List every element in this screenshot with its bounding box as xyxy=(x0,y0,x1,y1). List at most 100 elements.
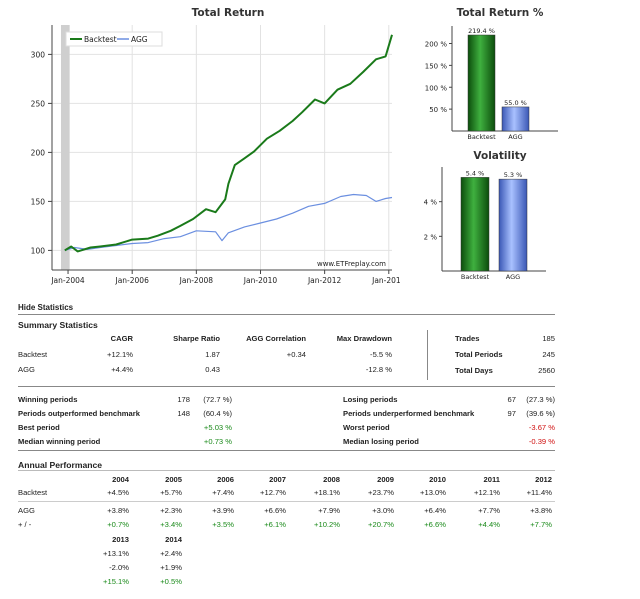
agg-value: +1.9% xyxy=(160,563,182,572)
period-label: Median winning period xyxy=(18,437,101,446)
chart-title: Total Return % xyxy=(457,7,544,19)
diff-value: +10.2% xyxy=(314,520,340,529)
bar-value-label: 55.0 % xyxy=(504,99,527,107)
period-pct: -0.39 % xyxy=(528,437,555,446)
x-tick-label: Jan-2004 xyxy=(50,276,85,285)
total-periods-label: Total Periods xyxy=(455,350,503,359)
row-label: AGG xyxy=(18,506,35,515)
bar-value-label: 5.4 % xyxy=(466,169,485,177)
year-header: 2008 xyxy=(323,475,340,484)
x-tick-label: Jan-2006 xyxy=(115,276,150,285)
backtest-value: +13.0% xyxy=(420,488,446,497)
period-count: 148 xyxy=(177,409,190,418)
agg-value: +7.9% xyxy=(318,506,340,515)
x-tick-label: Jan-2008 xyxy=(179,276,214,285)
cagr-value: +4.4% xyxy=(111,365,133,374)
diff-value: +3.5% xyxy=(212,520,234,529)
total-periods-value: 245 xyxy=(542,350,555,359)
year-header: 2010 xyxy=(429,475,446,484)
period-label: Periods underperformed benchmark xyxy=(343,409,475,418)
period-label: Median losing period xyxy=(343,437,419,446)
watermark: www.ETFreplay.com xyxy=(317,260,386,268)
period-count: 67 xyxy=(507,395,516,404)
legend-box xyxy=(65,31,163,47)
backtest-value: +13.1% xyxy=(103,549,129,558)
agg-value: +3.9% xyxy=(212,506,234,515)
period-pct: (39.6 %) xyxy=(526,409,555,418)
period-count: 178 xyxy=(177,395,190,404)
row-label: Backtest xyxy=(18,488,48,497)
y-tick-label: 100 xyxy=(31,246,46,255)
chart-title: Total Return xyxy=(192,7,265,19)
year-header: 2014 xyxy=(165,535,182,544)
year-header: 2009 xyxy=(377,475,394,484)
agg-value: +3.8% xyxy=(530,506,552,515)
diff-value: +0.7% xyxy=(107,520,129,529)
period-label: Periods outperformed benchmark xyxy=(18,409,140,418)
hide-statistics-link[interactable]: Hide Statistics xyxy=(18,303,74,312)
period-label: Losing periods xyxy=(343,395,398,404)
agg-value: +6.6% xyxy=(264,506,286,515)
bar-category-label: Backtest xyxy=(461,273,490,281)
backtest-value: +18.1% xyxy=(314,488,340,497)
x-tick-label: Jan-2010 xyxy=(243,276,278,285)
year-header: 2006 xyxy=(217,475,234,484)
bar-category-label: Backtest xyxy=(467,133,496,141)
trades-value: 185 xyxy=(542,334,555,343)
year-header: 2012 xyxy=(535,475,552,484)
diff-value: +6.1% xyxy=(264,520,286,529)
agg-value: +6.4% xyxy=(424,506,446,515)
diff-value: +4.4% xyxy=(478,520,500,529)
sharpe-value: 0.43 xyxy=(205,365,220,374)
diff-value: +3.4% xyxy=(160,520,182,529)
year-header: 2004 xyxy=(112,475,129,484)
agg-value: +2.3% xyxy=(160,506,182,515)
period-pct: (27.3 %) xyxy=(526,395,555,404)
x-tick-label: Jan-2012 xyxy=(307,276,342,285)
year-header: 2005 xyxy=(165,475,182,484)
diff-value: +20.7% xyxy=(368,520,394,529)
header-sharpe: Sharpe Ratio xyxy=(173,334,220,343)
bar-agg xyxy=(501,106,530,132)
series-line-backtest xyxy=(64,34,393,253)
diff-value: +6.6% xyxy=(424,520,446,529)
series-line-agg xyxy=(64,193,393,251)
volatility-chart: Volatility 2 % 4 % 5.4 % Backtest 5.3 % AGG xyxy=(424,150,546,281)
row-label: + / - xyxy=(18,520,32,529)
backtest-value: +11.4% xyxy=(526,488,552,497)
backtest-value: +12.7% xyxy=(260,488,286,497)
bar-backtest xyxy=(467,34,496,132)
backtest-value: +4.5% xyxy=(107,488,129,497)
legend-agg-label: AGG xyxy=(131,35,148,44)
period-pct: +0.73 % xyxy=(203,437,232,446)
y-tick-label: 4 % xyxy=(424,199,438,207)
agg-value: +7.7% xyxy=(478,506,500,515)
trades-label: Trades xyxy=(455,334,480,343)
row-label: Backtest xyxy=(18,350,48,359)
chart-grid xyxy=(52,25,392,270)
bar-category-label: AGG xyxy=(506,273,520,281)
year-header: 2011 xyxy=(483,475,500,484)
chart-title: Volatility xyxy=(473,150,526,162)
shaded-period xyxy=(60,25,70,270)
cagr-value: +12.1% xyxy=(107,350,133,359)
period-label: Winning periods xyxy=(18,395,78,404)
y-tick-label: 2 % xyxy=(424,233,438,241)
backtest-value: +23.7% xyxy=(368,488,394,497)
drawdown-value: -5.5 % xyxy=(370,350,392,359)
legend-backtest-label: Backtest xyxy=(84,35,117,44)
period-count: 97 xyxy=(507,409,516,418)
backtest-value: +2.4% xyxy=(160,549,182,558)
agg-value: +3.8% xyxy=(107,506,129,515)
y-tick-label: 250 xyxy=(31,99,46,108)
period-pct: +5.03 % xyxy=(203,423,232,432)
year-header: 2013 xyxy=(112,535,129,544)
backtest-value: +5.7% xyxy=(160,488,182,497)
summary-title: Summary Statistics xyxy=(18,320,98,330)
header-drawdown: Max Drawdown xyxy=(336,334,392,343)
y-tick-label: 150 xyxy=(31,197,46,206)
bar-category-label: AGG xyxy=(508,133,522,141)
diff-value: +7.7% xyxy=(530,520,552,529)
total-return-chart: Total Return 100 150 200 250 300 Jan-2004 Jan… xyxy=(31,7,400,285)
bar-value-label: 5.3 % xyxy=(504,171,523,179)
